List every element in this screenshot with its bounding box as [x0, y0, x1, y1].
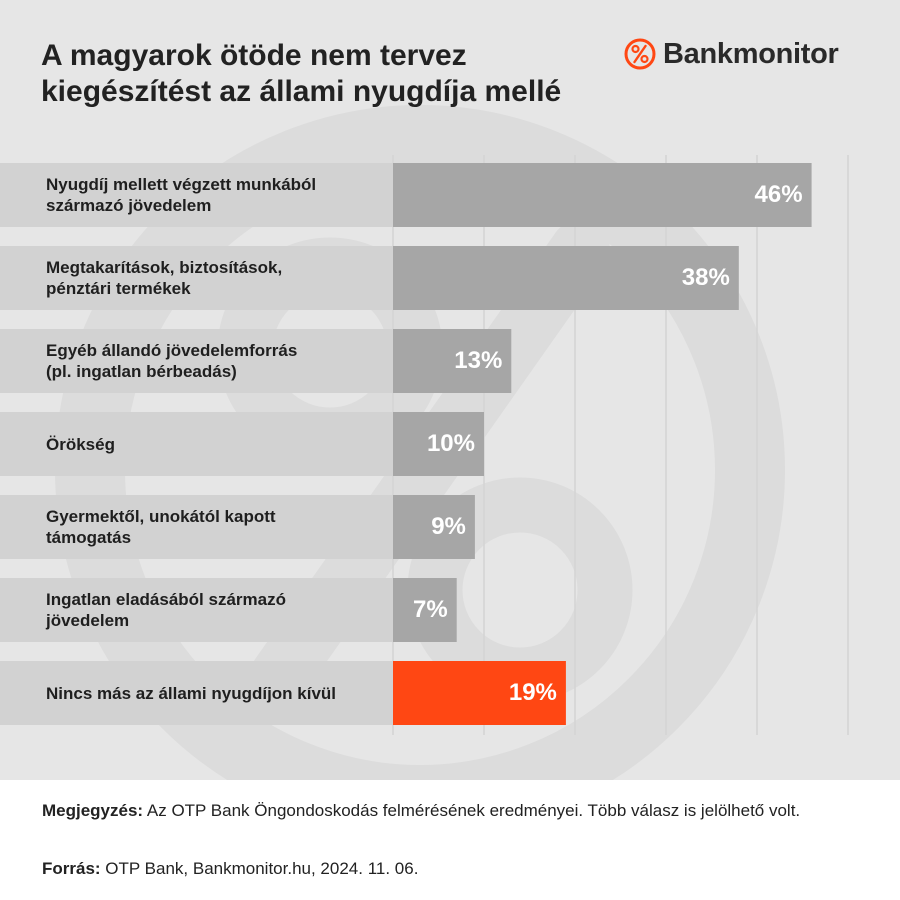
source-text: OTP Bank, Bankmonitor.hu, 2024. 11. 06. [100, 859, 419, 878]
bar-5 [393, 495, 475, 559]
bar-1 [393, 163, 812, 227]
footnote: Megjegyzés: Az OTP Bank Öngondoskodás fe… [42, 800, 802, 822]
title-line-1: A magyarok ötöde nem tervez [41, 39, 467, 72]
category-label-text: Nyugdíj mellett végzett munkából származ… [46, 175, 317, 215]
value-label-3: 13% [454, 347, 503, 374]
bar-chart [0, 155, 849, 735]
note-text: Az OTP Bank Öngondoskodás felmérésének e… [143, 801, 801, 820]
source-label: Forrás: [42, 859, 101, 878]
bar-highlight [393, 661, 566, 725]
category-label-4: Örökség [46, 412, 386, 476]
source-line: Forrás: OTP Bank, Bankmonitor.hu, 2024. … [42, 858, 418, 880]
value-label-4: 10% [426, 430, 475, 457]
category-label-7: Nincs más az állami nyugdíjon kívül [46, 661, 386, 725]
category-label-text: Ingatlan eladásából származó jövedelem [46, 590, 286, 630]
value-label-5: 9% [431, 513, 466, 540]
category-band-5 [0, 495, 393, 559]
percent-circle-icon [624, 38, 656, 70]
chart-title: A magyarok ötöde nem tervez kiegészítést… [41, 38, 621, 110]
value-label-1: 46% [754, 181, 803, 208]
category-band-1 [0, 163, 393, 227]
bar-2 [393, 246, 739, 310]
category-band-6 [0, 578, 393, 642]
bankmonitor-logo: Bankmonitor [624, 36, 839, 72]
note-label: Megjegyzés: [42, 801, 144, 820]
bar-3 [393, 329, 512, 393]
category-label-text: Gyermektől, unokától kapott támogatás [46, 507, 276, 547]
category-label-text: Nincs más az állami nyugdíjon kívül [46, 683, 337, 703]
category-band-4 [0, 412, 393, 476]
category-band-7 [0, 661, 393, 725]
category-label-2: Megtakarítások, biztosítások, pénztári t… [46, 246, 386, 310]
category-label-1: Nyugdíj mellett végzett munkából származ… [46, 163, 386, 227]
category-band-3 [0, 329, 393, 393]
bar-6 [393, 578, 457, 642]
category-label-3: Egyéb állandó jövedelemforrás (pl. ingat… [46, 329, 386, 393]
logo-wordmark: Bankmonitor [663, 37, 839, 70]
title-line-2: kiegészítést az állami nyugdíja mellé [41, 75, 562, 108]
bar-4 [393, 412, 484, 476]
category-label-text: Örökség [46, 434, 115, 454]
category-label-6: Ingatlan eladásából származó jövedelem [46, 578, 386, 642]
category-label-text: Megtakarítások, biztosítások, pénztári t… [46, 258, 283, 298]
value-label-7: 19% [508, 679, 557, 706]
category-label-5: Gyermektől, unokától kapott támogatás [46, 495, 386, 559]
value-label-6: 7% [413, 596, 448, 623]
value-label-2: 38% [681, 264, 730, 291]
category-band-2 [0, 246, 393, 310]
footer: Megjegyzés: Az OTP Bank Öngondoskodás fe… [0, 780, 900, 900]
category-label-text: Egyéb állandó jövedelemforrás (pl. ingat… [46, 341, 298, 381]
